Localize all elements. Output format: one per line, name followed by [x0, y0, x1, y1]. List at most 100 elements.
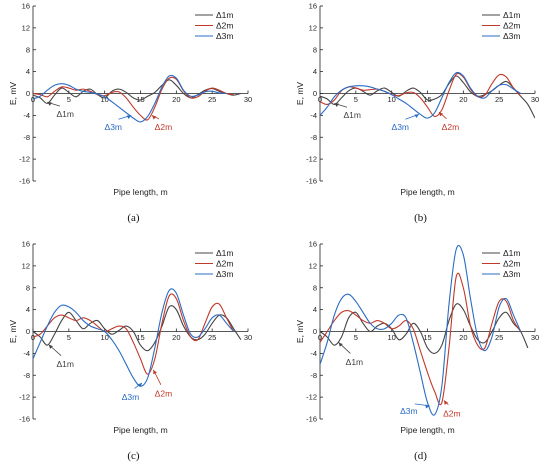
- y-tick-label: 4: [26, 305, 30, 314]
- annotation-label: Δ1m: [346, 357, 364, 367]
- legend-entry: Δ2m: [216, 21, 234, 31]
- y-tick-label: -16: [19, 415, 30, 424]
- annotation-arrowhead: [438, 112, 444, 117]
- x-tick-label: 30: [244, 95, 252, 104]
- panel-label: (d): [414, 450, 427, 462]
- annotation-arrowhead: [47, 102, 52, 106]
- y-tick-label: 0: [313, 89, 317, 98]
- series-group: [320, 244, 529, 416]
- x-tick-label: 5: [67, 333, 71, 342]
- x-tick-label: 5: [354, 333, 358, 342]
- x-tick-label: 15: [136, 333, 144, 342]
- y-tick-label: 16: [22, 240, 30, 249]
- y-tick-label: -12: [306, 155, 317, 164]
- y-tick-label: -4: [310, 349, 317, 358]
- series-line-delta-1m: [33, 79, 241, 104]
- legend-entry: Δ3m: [503, 31, 521, 41]
- x-tick-label: 10: [387, 95, 395, 104]
- series-line-delta-1m: [320, 303, 529, 354]
- y-tick-label: 0: [26, 327, 30, 336]
- annotation-label: Δ2m: [442, 122, 460, 132]
- y-tick-label: -8: [310, 133, 317, 142]
- y-tick-label: -16: [306, 415, 317, 424]
- x-tick-label: 0: [31, 95, 35, 104]
- x-tick-label: 10: [100, 95, 108, 104]
- y-tick-label: 16: [309, 240, 317, 249]
- y-tick-label: 12: [22, 23, 30, 32]
- y-axis-title: E, mV: [8, 82, 18, 105]
- annotation-arrowhead: [137, 382, 142, 388]
- y-tick-label: 0: [313, 327, 317, 336]
- x-axis-title: Pipe length, m: [400, 425, 454, 435]
- annotation-label: Δ3m: [400, 406, 418, 416]
- legend-entry: Δ1m: [216, 10, 234, 20]
- annotation-arrowhead: [414, 114, 419, 119]
- y-tick-label: -12: [19, 155, 30, 164]
- y-tick-label: 4: [313, 67, 317, 76]
- series-line-delta-2m: [320, 272, 522, 406]
- y-tick-label: 12: [309, 261, 317, 270]
- y-tick-label: 12: [309, 23, 317, 32]
- legend-entry: Δ2m: [216, 259, 234, 269]
- annotation-arrowhead: [443, 400, 448, 405]
- series-line-delta-3m: [320, 71, 521, 119]
- x-tick-label: 20: [172, 95, 180, 104]
- panel-label: (b): [414, 212, 427, 224]
- y-tick-label: -8: [23, 371, 30, 380]
- annotation-label: Δ1m: [344, 110, 362, 120]
- y-tick-label: 8: [313, 45, 317, 54]
- legend-entry: Δ3m: [216, 269, 234, 279]
- x-tick-label: 20: [459, 95, 467, 104]
- legend-entry: Δ3m: [503, 269, 521, 279]
- x-tick-label: 10: [387, 333, 395, 342]
- annotation-label: Δ2m: [155, 389, 173, 399]
- legend-entry: Δ1m: [503, 10, 521, 20]
- x-axis-title: Pipe length, m: [113, 187, 167, 197]
- y-tick-label: 8: [26, 45, 30, 54]
- series-line-delta-2m: [33, 293, 235, 375]
- x-tick-label: 5: [354, 95, 358, 104]
- y-tick-label: -16: [19, 177, 30, 186]
- x-tick-label: 15: [136, 95, 144, 104]
- annotation-arrowhead: [153, 369, 157, 375]
- annotation-arrowhead: [334, 103, 339, 108]
- series-line-delta-3m: [320, 244, 522, 416]
- legend-entry: Δ1m: [503, 248, 521, 258]
- annotation-label: Δ3m: [122, 392, 140, 402]
- x-tick-label: 25: [495, 333, 503, 342]
- x-tick-label: 0: [31, 333, 35, 342]
- y-tick-label: -8: [23, 133, 30, 142]
- x-tick-label: 20: [172, 333, 180, 342]
- panel-label: (c): [127, 450, 140, 462]
- x-tick-label: 30: [531, 95, 539, 104]
- x-tick-label: 25: [495, 95, 503, 104]
- y-tick-label: -8: [310, 371, 317, 380]
- y-tick-label: 16: [22, 2, 30, 11]
- legend-entry: Δ2m: [503, 21, 521, 31]
- x-tick-label: 5: [67, 95, 71, 104]
- y-tick-label: 12: [22, 261, 30, 270]
- x-axis-title: Pipe length, m: [113, 425, 167, 435]
- x-axis-title: Pipe length, m: [400, 187, 454, 197]
- y-tick-label: -4: [23, 111, 30, 120]
- y-tick-label: 4: [26, 67, 30, 76]
- legend-entry: Δ2m: [503, 259, 521, 269]
- annotation-arrowhead: [151, 115, 157, 120]
- annotation-arrowhead: [48, 344, 53, 349]
- annotation-arrowhead: [425, 404, 430, 409]
- x-tick-label: 20: [459, 333, 467, 342]
- legend-entry: Δ1m: [216, 248, 234, 258]
- series-group: [33, 288, 242, 387]
- y-tick-label: 16: [309, 2, 317, 11]
- x-tick-label: 0: [318, 95, 322, 104]
- annotation-label: Δ3m: [392, 122, 410, 132]
- annotation-label: Δ1m: [57, 359, 75, 369]
- x-tick-label: 0: [318, 333, 322, 342]
- legend-entry: Δ3m: [216, 31, 234, 41]
- series-line-delta-1m: [33, 305, 242, 352]
- series-line-delta-3m: [33, 288, 235, 387]
